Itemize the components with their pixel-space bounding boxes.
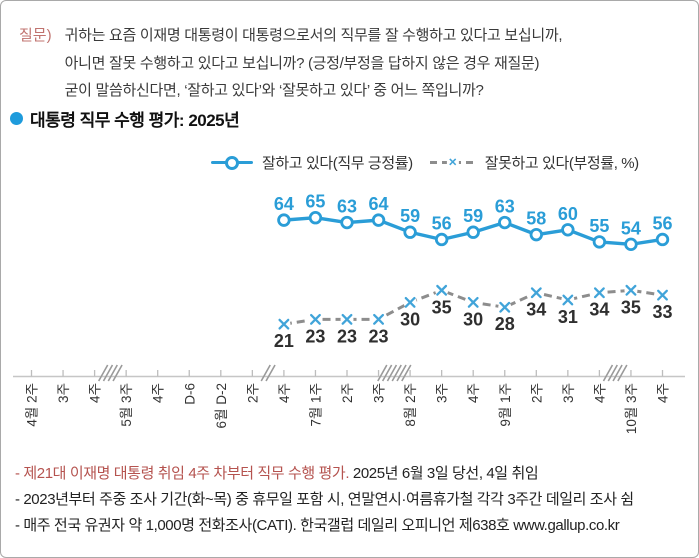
svg-text:5월 3주: 5월 3주 [119,383,134,427]
svg-text:21: 21 [274,331,294,351]
negative-series-label: 잘못하고 있다(부정률, %) [484,154,639,172]
question-block: 질문) 귀하는 요즘 이재명 대통령이 대통령으로서의 직무를 잘 수행하고 있… [19,22,563,105]
svg-text:4주: 4주 [277,383,292,403]
svg-text:23: 23 [305,326,325,346]
svg-text:54: 54 [621,218,641,238]
question-line-1: 귀하는 요즘 이재명 대통령이 대통령으로서의 직무를 잘 수행하고 있다고 보… [64,27,563,44]
positive-series-marker-icon [211,155,253,170]
svg-text:8월 2주: 8월 2주 [403,383,418,427]
svg-text:63: 63 [495,197,515,217]
svg-text:4주: 4주 [466,383,481,403]
svg-text:2주: 2주 [340,383,355,403]
svg-text:28: 28 [495,314,515,334]
svg-text:2주: 2주 [529,383,544,403]
svg-text:35: 35 [621,297,641,317]
section-bullet-icon [10,112,23,125]
question-line-3: 굳이 말씀하신다면, ‘잘하고 있다’와 ‘잘못하고 있다’ 중 어느 쪽입니까… [64,82,484,99]
svg-text:4주: 4주 [151,383,166,403]
svg-text:64: 64 [369,194,389,214]
svg-text:31: 31 [558,307,578,327]
question-text: 귀하는 요즘 이재명 대통령이 대통령으로서의 직무를 잘 수행하고 있다고 보… [65,22,563,105]
negative-series-marker-icon: × [429,153,476,170]
svg-text:34: 34 [589,300,609,320]
svg-text:33: 33 [652,302,672,322]
svg-text:3주: 3주 [372,383,387,403]
svg-text:D-6: D-6 [182,383,197,405]
svg-text:64: 64 [274,194,294,214]
svg-text:2주: 2주 [245,383,260,403]
x-axis: 4월 2주 3주 4주 5월 3주 4주 D-6 6월 D-2 2주 4주 7월 1주 2주 3주 8월… [13,364,685,434]
chart-legend: 잘하고 있다(직무 긍정률) × 잘못하고 있다(부정률, %) [211,152,639,172]
svg-text:56: 56 [652,213,672,233]
svg-text:63: 63 [337,197,357,217]
positive-series-label: 잘하고 있다(직무 긍정률) [262,154,413,172]
svg-text:30: 30 [400,309,420,329]
svg-text:34: 34 [526,300,546,320]
svg-text:4주: 4주 [656,383,671,403]
footnote-1: - 제21대 이재명 대통령 취임 4주 차부터 직무 수행 평가. 2025년… [15,461,691,487]
x-marker-icon: × [446,153,459,170]
svg-text:4주: 4주 [88,383,103,403]
svg-text:4월 2주: 4월 2주 [25,383,40,427]
svg-text:65: 65 [305,192,325,212]
svg-text:3주: 3주 [561,383,576,403]
circle-marker-icon [225,155,239,170]
svg-text:55: 55 [589,216,609,236]
section-title-row: 대통령 직무 수행 평가: 2025년 [10,106,240,131]
footnote-1-highlight: - 제21대 이재명 대통령 취임 4주 차부터 직무 수행 평가. [15,465,350,482]
svg-text:4주: 4주 [592,383,607,403]
svg-text:7월 1주: 7월 1주 [308,383,323,427]
section-title: 대통령 직무 수행 평가: 2025년 [30,111,240,130]
svg-text:9월 1주: 9월 1주 [498,383,513,427]
svg-text:60: 60 [558,204,578,224]
svg-text:59: 59 [463,206,483,226]
svg-text:23: 23 [337,326,357,346]
footnotes: - 제21대 이재명 대통령 취임 4주 차부터 직무 수행 평가. 2025년… [15,461,691,539]
svg-text:23: 23 [369,326,389,346]
svg-text:6월 D-2: 6월 D-2 [214,383,229,428]
svg-text:3주: 3주 [435,383,450,403]
question-line-2: 아니면 잘못 수행하고 있다고 보십니까? (긍정/부정을 답하지 않은 경우 … [64,54,540,72]
svg-text:3주: 3주 [56,383,71,403]
svg-text:58: 58 [526,209,546,229]
question-label: 질문) [19,27,52,44]
svg-text:10월 3주: 10월 3주 [624,383,639,434]
footnote-2: - 2023년부터 주중 조사 기간(화~목) 중 휴무일 포함 시, 연말연시… [15,491,634,508]
svg-text:35: 35 [432,297,452,317]
negative-series: 21 23 23 23 30 35 30 28 34 31 34 35 33 [274,283,673,351]
svg-text:56: 56 [432,213,452,233]
svg-text:30: 30 [463,309,483,329]
svg-text:59: 59 [400,206,420,226]
footnote-3: - 매주 전국 유권자 약 1,000명 전화조사(CATI). 한국갤럽 데일… [15,517,620,534]
footnote-1-rest: 2025년 6월 3일 당선, 4일 취임 [349,465,539,482]
positive-series: 64 65 63 64 59 56 59 63 58 60 55 54 56 [274,192,673,252]
